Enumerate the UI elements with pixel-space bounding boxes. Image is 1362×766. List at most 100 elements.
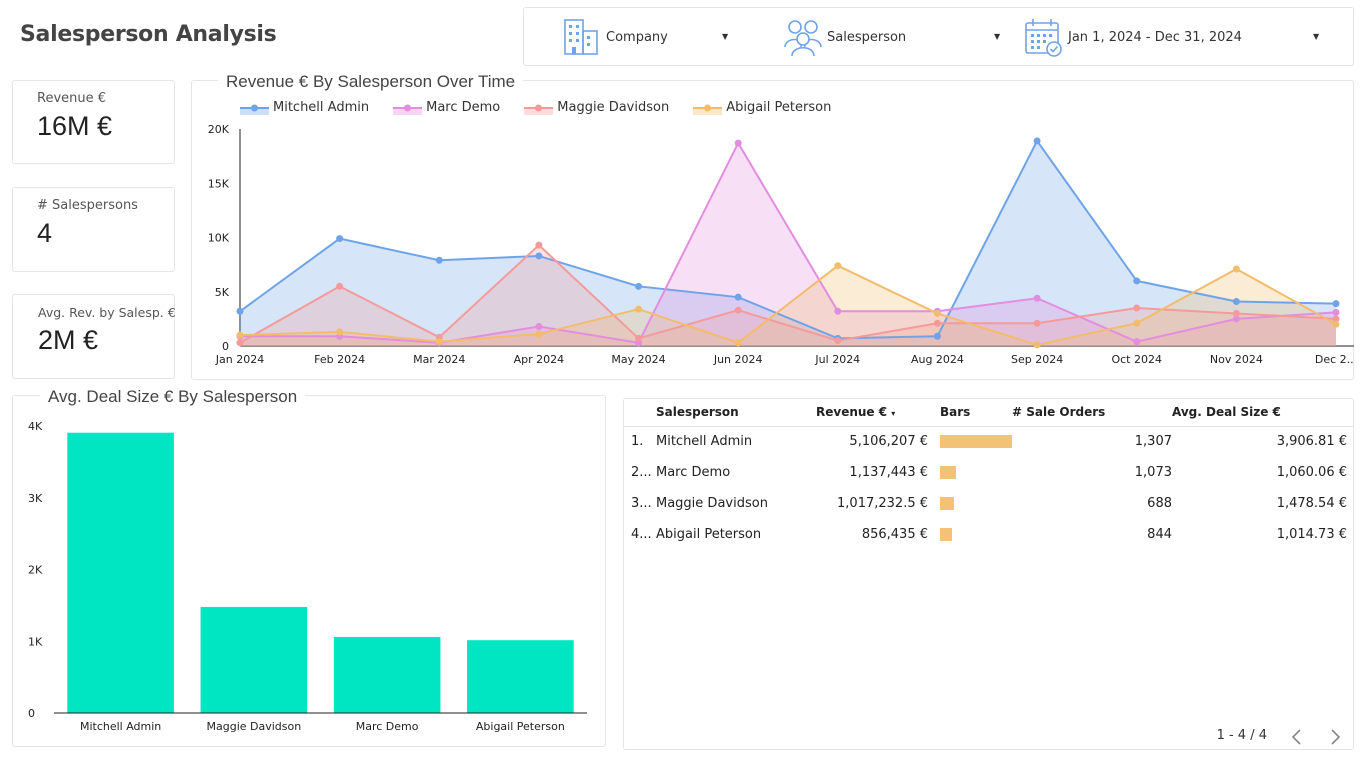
revenue-bar bbox=[940, 528, 953, 541]
data-point bbox=[1232, 298, 1240, 306]
chart-legend: Mitchell Admin Marc Demo Maggie Davidson Ab… bbox=[240, 100, 831, 115]
salesperson-cell: Marc Demo bbox=[656, 465, 731, 480]
y-tick-label: 0 bbox=[222, 340, 229, 353]
data-point bbox=[834, 262, 842, 270]
data-point bbox=[1332, 320, 1340, 328]
kpi-label: Revenue € bbox=[37, 91, 107, 106]
data-point bbox=[236, 331, 244, 339]
spacer-cell bbox=[928, 426, 940, 457]
data-point bbox=[933, 332, 941, 340]
chart-title: Avg. Deal Size € By Salesperson bbox=[40, 387, 306, 407]
users-icon bbox=[784, 20, 822, 57]
bar-cell bbox=[940, 457, 1012, 488]
table-row[interactable]: 1. Mitchell Admin 5,106,207 € 1,307 3,906.81… bbox=[624, 426, 1353, 457]
area-chart: 0 5K 10K 15K 20K Jan 2024 Feb 2024 Mar 2024 Apr … bbox=[208, 123, 1354, 366]
series-area bbox=[240, 140, 1336, 346]
company-filter-label: Company bbox=[606, 29, 668, 45]
data-point bbox=[1033, 319, 1041, 327]
spacer-cell bbox=[928, 457, 940, 488]
building-icon bbox=[564, 19, 598, 55]
legend-item[interactable]: Abigail Peterson bbox=[693, 100, 831, 115]
rank-cell: 1. bbox=[631, 434, 644, 450]
avg-deal-size-header[interactable]: Avg. Deal Size € bbox=[1172, 399, 1353, 427]
x-tick-label: Nov 2024 bbox=[1210, 353, 1263, 366]
y-tick-label: 10K bbox=[208, 232, 230, 245]
legend-swatch-dot bbox=[535, 104, 543, 111]
kpi-value: 2M € bbox=[38, 325, 99, 355]
x-tick-label: Jul 2024 bbox=[814, 353, 860, 366]
table-row[interactable]: 4... Abigail Peterson 856,435 € 844 1,014.73… bbox=[624, 519, 1353, 550]
avg-deal-size-cell: 1,060.06 € bbox=[1276, 465, 1347, 480]
chevron-right-icon[interactable] bbox=[1327, 727, 1343, 747]
series-line bbox=[239, 243, 1337, 344]
bar bbox=[200, 606, 308, 713]
y-tick-label: 4K bbox=[28, 420, 43, 433]
x-tick-label: Marc Demo bbox=[356, 720, 419, 733]
x-tick-label: Jun 2024 bbox=[713, 353, 763, 366]
filter-bar: Company ▼ Salesperson ▼ Jan bbox=[523, 7, 1354, 66]
data-point bbox=[734, 293, 742, 301]
legend-swatch-dot bbox=[704, 104, 712, 111]
series-line bbox=[240, 141, 1337, 344]
rank-cell: 4... bbox=[631, 527, 652, 542]
y-tick-label: 2K bbox=[28, 564, 43, 577]
x-tick-label: Abigail Peterson bbox=[476, 720, 565, 733]
data-point bbox=[1332, 315, 1340, 323]
date-range-filter[interactable]: Jan 1, 2024 - Dec 31, 2024 ▼ bbox=[1024, 16, 1324, 58]
salesperson-cell: Maggie Davidson bbox=[656, 496, 768, 511]
sort-desc-icon: ▾ bbox=[891, 409, 896, 419]
salesperson-table: Salesperson Revenue € ▾ Bars # Sale Orde… bbox=[623, 398, 1354, 750]
company-filter[interactable]: Company ▼ bbox=[562, 16, 732, 58]
kpi-label: # Salespersons bbox=[37, 198, 138, 213]
table-row[interactable]: 3... Maggie Davidson 1,017,232.5 € 688 1,478… bbox=[624, 488, 1353, 519]
sale-orders-header[interactable]: # Sale Orders bbox=[1012, 399, 1172, 427]
bar-cell bbox=[940, 426, 1012, 457]
bar-cell bbox=[940, 519, 1012, 550]
chevron-down-icon: ▼ bbox=[994, 32, 1001, 41]
data-point bbox=[236, 339, 244, 347]
revenue-over-time-card bbox=[191, 80, 1354, 380]
x-tick-label: Aug 2024 bbox=[911, 353, 964, 366]
legend-label: Maggie Davidson bbox=[557, 100, 670, 115]
data-point bbox=[336, 235, 344, 243]
pagination-label: 1 - 4 / 4 bbox=[1216, 728, 1267, 743]
legend-swatch-dot bbox=[404, 104, 412, 111]
revenue-header-label: Revenue € bbox=[816, 405, 888, 420]
data-point bbox=[1133, 338, 1141, 346]
revenue-cell: 5,106,207 € bbox=[849, 434, 928, 450]
revenue-bar bbox=[940, 466, 956, 479]
sale-orders-cell: 1,073 bbox=[1134, 465, 1172, 480]
sale-orders-cell: 1,307 bbox=[1134, 434, 1172, 450]
legend-swatch bbox=[693, 104, 723, 115]
bars-header[interactable]: Bars bbox=[940, 399, 1012, 427]
legend-item[interactable]: Marc Demo bbox=[393, 100, 500, 115]
chevron-left-icon[interactable] bbox=[1289, 727, 1305, 747]
sale-orders-cell: 844 bbox=[1147, 527, 1172, 542]
bar-chart: 0 1K 2K 3K 4K Mitchell Admin Maggie Davidson Ma… bbox=[28, 420, 587, 733]
chevron-down-icon: ▼ bbox=[1313, 32, 1320, 41]
y-tick-label: 20K bbox=[208, 123, 230, 136]
kpi-value: 16M € bbox=[37, 111, 113, 141]
series-line bbox=[239, 264, 1337, 346]
salesperson-header[interactable]: Salesperson bbox=[656, 399, 816, 427]
data-point bbox=[535, 252, 543, 260]
rank-cell: 3... bbox=[631, 496, 652, 511]
data-point bbox=[1232, 315, 1240, 323]
revenue-header[interactable]: Revenue € ▾ bbox=[816, 399, 928, 427]
table-row[interactable]: 2... Marc Demo 1,137,443 € 1,073 1,060.06 € bbox=[624, 457, 1353, 488]
legend-swatch bbox=[524, 104, 554, 115]
legend-item[interactable]: Mitchell Admin bbox=[240, 100, 369, 115]
bar bbox=[333, 636, 441, 713]
series-area bbox=[240, 265, 1336, 346]
data-point bbox=[1033, 294, 1041, 302]
data-point bbox=[1332, 308, 1340, 316]
legend-item[interactable]: Maggie Davidson bbox=[524, 100, 669, 115]
data-point bbox=[435, 256, 443, 264]
x-tick-label: May 2024 bbox=[611, 353, 665, 366]
kpi-value: 4 bbox=[37, 218, 53, 248]
salesperson-filter[interactable]: Salesperson ▼ bbox=[783, 16, 1003, 58]
y-tick-label: 3K bbox=[28, 492, 43, 505]
chart-title: Revenue € By Salesperson Over Time bbox=[218, 72, 524, 92]
data-point bbox=[834, 337, 842, 345]
x-tick-label: Mitchell Admin bbox=[80, 720, 161, 733]
